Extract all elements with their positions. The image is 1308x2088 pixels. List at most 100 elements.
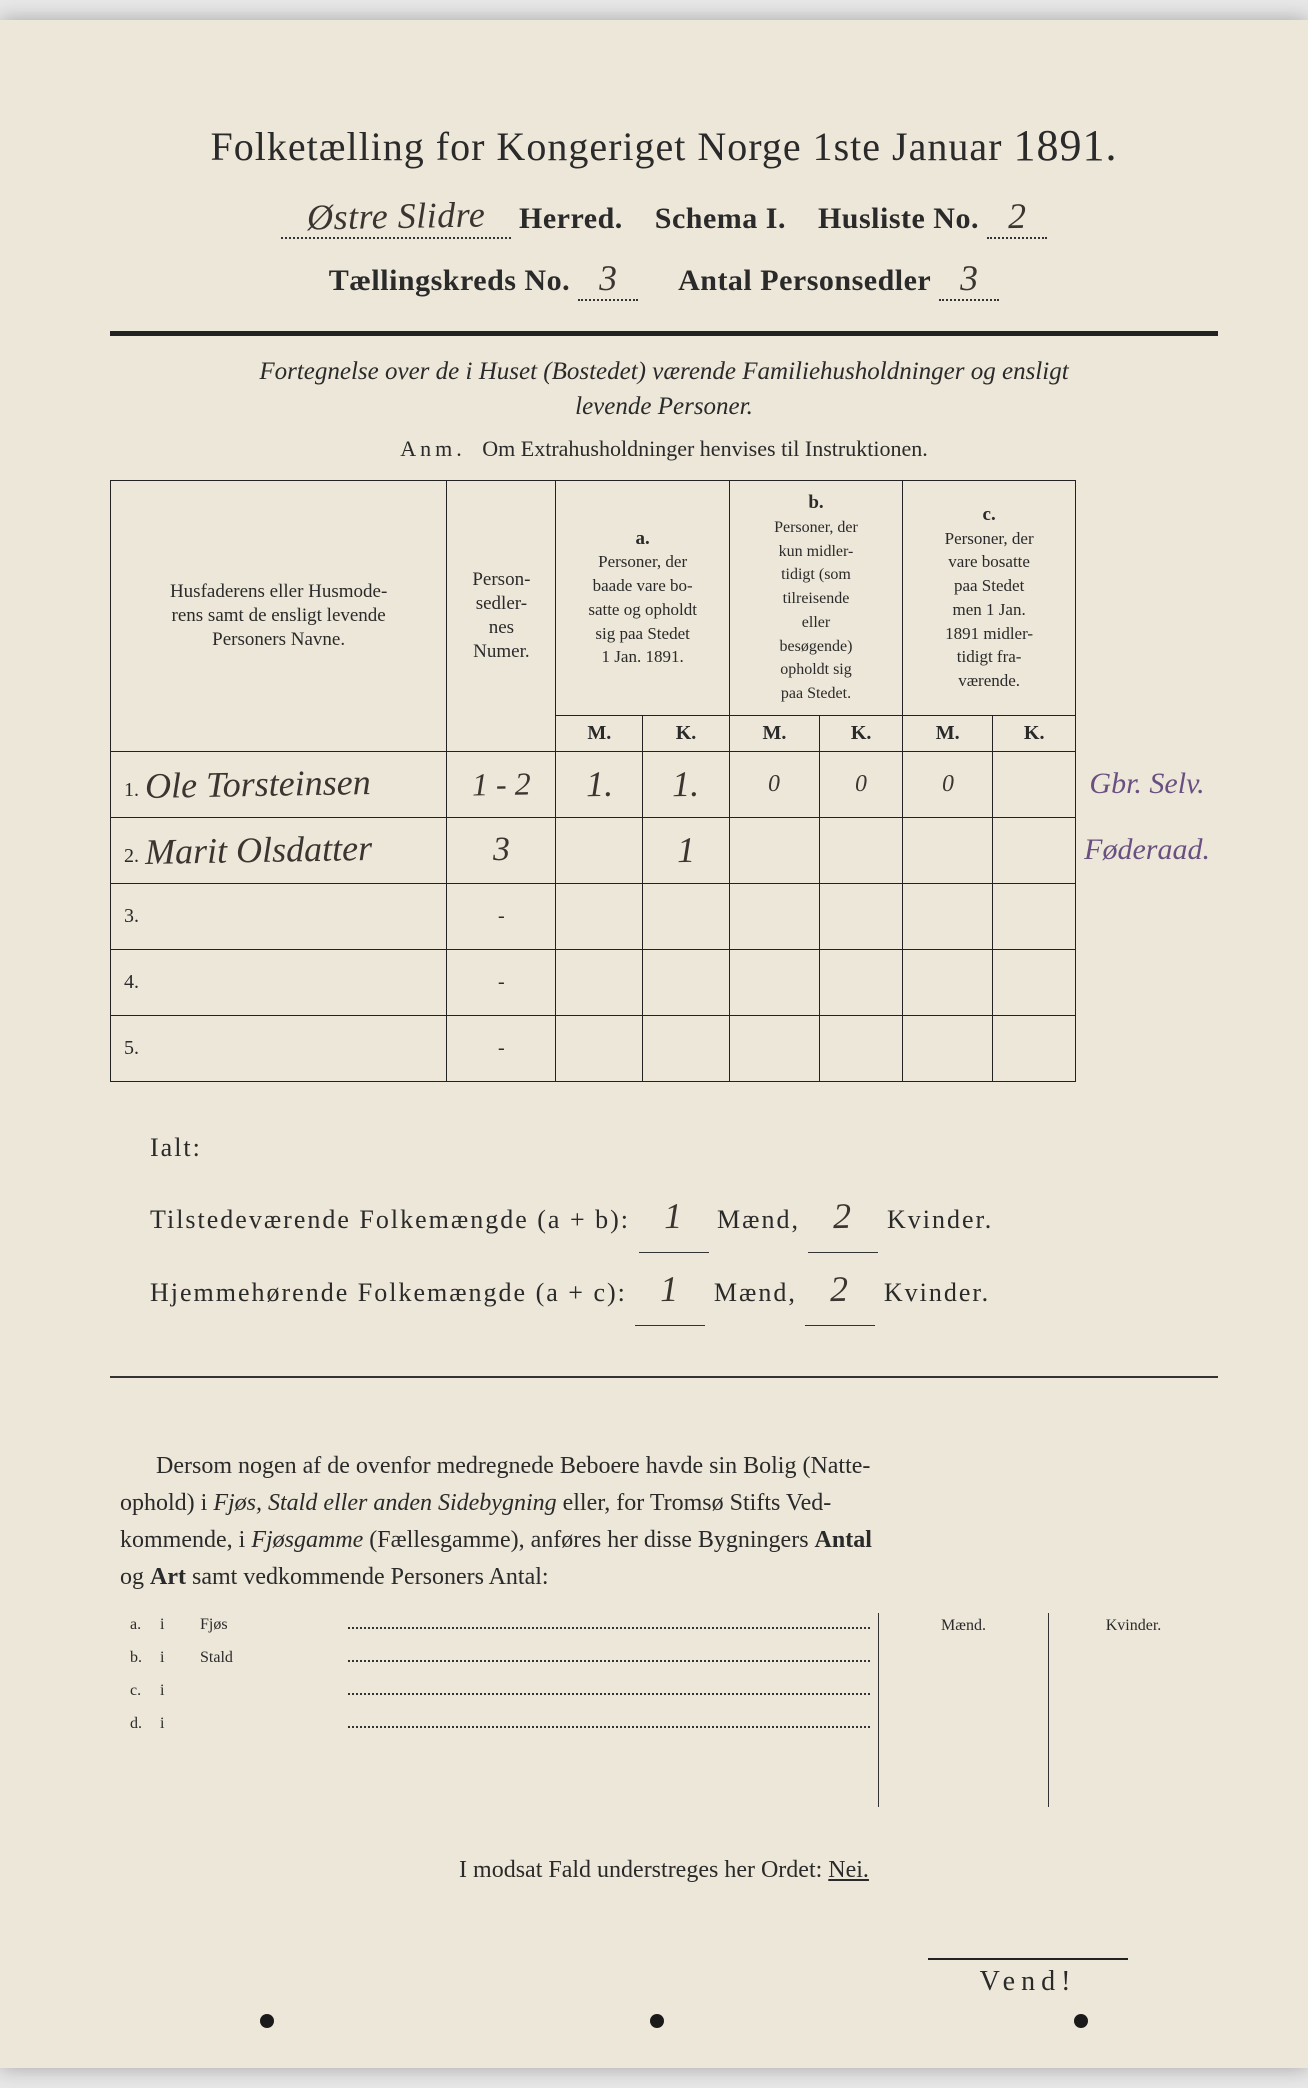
dotted-line bbox=[348, 1613, 870, 1629]
bldg-row: c. i bbox=[110, 1679, 878, 1700]
bldg-i: i bbox=[160, 1649, 200, 1667]
kvinder-label-2: Kvinder. bbox=[884, 1278, 990, 1307]
totals-line-2: Hjemmehørende Folkemængde (a + c): 1 Mæn… bbox=[150, 1253, 1218, 1326]
row-note-hw: Føderaad. bbox=[1084, 833, 1210, 866]
bldg-i: i bbox=[160, 1682, 200, 1700]
bldg-i: i bbox=[160, 1715, 200, 1733]
row-num: 4. bbox=[119, 971, 145, 994]
cell-bM: 0 bbox=[768, 771, 780, 798]
husliste-label: Husliste No. bbox=[818, 202, 979, 235]
cell-bK: 0 bbox=[855, 771, 867, 798]
anm-label: Anm. bbox=[400, 436, 466, 461]
antal-no-hw: 3 bbox=[960, 257, 979, 299]
totals-line-1: Tilstedeværende Folkemængde (a + b): 1 M… bbox=[150, 1180, 1218, 1253]
bldg-row: d. i bbox=[110, 1712, 878, 1733]
anm-text: Om Extrahusholdninger henvises til Instr… bbox=[482, 436, 927, 461]
totals-line2-label: Hjemmehørende Folkemængde (a + c): bbox=[150, 1278, 627, 1307]
anm-line: Anm. Om Extrahusholdninger henvises til … bbox=[110, 436, 1218, 462]
col-c-k: K. bbox=[993, 715, 1076, 751]
census-tbody: 1.Ole Torsteinsen 1 - 2 1. 1. 0 0 0 Gbr.… bbox=[111, 751, 1219, 1081]
nei-line: I modsat Fald understreges her Ordet: Ne… bbox=[110, 1857, 1218, 1884]
col-b-m: M. bbox=[729, 715, 819, 751]
title-text: Folketælling for Kongeriget Norge 1ste J… bbox=[211, 124, 1003, 169]
col-c-label: c. bbox=[983, 504, 996, 525]
bldg-row: a. i Fjøs bbox=[110, 1613, 878, 1634]
antal-label: Antal Personsedler bbox=[678, 264, 931, 297]
census-form-page: Folketælling for Kongeriget Norge 1ste J… bbox=[0, 20, 1308, 2068]
building-section: a. i Fjøs b. i Stald c. i d. i bbox=[110, 1613, 1218, 1807]
col-names-text: Husfaderens eller Husmode- rens samt de … bbox=[170, 581, 387, 650]
punch-hole-icon bbox=[650, 2014, 664, 2028]
punch-hole-icon bbox=[1074, 2014, 1088, 2028]
col-numer-header: Person- sedler- nes Numer. bbox=[447, 481, 556, 752]
totals-block: Ialt: Tilstedeværende Folkemængde (a + b… bbox=[110, 1122, 1218, 1326]
herred-field: Østre Slidre bbox=[281, 195, 511, 239]
table-row: 5. - bbox=[111, 1015, 1219, 1081]
totals-l1-m: 1 bbox=[663, 1180, 684, 1252]
col-c-header: c. Personer, der vare bosatte paa Stedet… bbox=[903, 481, 1076, 716]
row-name-hw: Marit Olsdatter bbox=[145, 827, 373, 873]
intro-line2: levende Personer. bbox=[575, 393, 753, 420]
kreds-no-hw: 3 bbox=[598, 257, 617, 299]
totals-l2-m: 1 bbox=[660, 1253, 681, 1325]
kvinder-label: Kvinder. bbox=[887, 1205, 993, 1234]
dotted-line bbox=[348, 1679, 870, 1695]
col-b-text: Personer, der kun midler- tidigt (som ti… bbox=[774, 519, 858, 702]
bldg-name: Stald bbox=[200, 1649, 340, 1667]
table-row: 1.Ole Torsteinsen 1 - 2 1. 1. 0 0 0 Gbr.… bbox=[111, 751, 1219, 817]
row-numer-hw: - bbox=[498, 971, 505, 993]
totals-l1-k: 2 bbox=[833, 1180, 854, 1252]
col-a-k: K. bbox=[643, 715, 730, 751]
bldg-idx: c. bbox=[110, 1682, 160, 1700]
rule-divider bbox=[110, 331, 1218, 336]
bldg-i: i bbox=[160, 1616, 200, 1634]
col-names-header: Husfaderens eller Husmode- rens samt de … bbox=[111, 481, 447, 752]
table-row: 2.Marit Olsdatter 3 1 Føderaad. bbox=[111, 817, 1219, 883]
col-b-header: b. Personer, der kun midler- tidigt (som… bbox=[729, 481, 902, 716]
row-numer-hw: - bbox=[498, 1037, 505, 1059]
bldg-kvinder-header: Kvinder. bbox=[1048, 1613, 1218, 1639]
husliste-no-hw: 2 bbox=[1007, 195, 1026, 237]
col-b-k: K. bbox=[820, 715, 903, 751]
page-title: Folketælling for Kongeriget Norge 1ste J… bbox=[110, 120, 1218, 171]
col-note-header bbox=[1076, 481, 1218, 752]
bldg-row: b. i Stald bbox=[110, 1646, 878, 1667]
bldg-idx: d. bbox=[110, 1715, 160, 1733]
row-num: 1. bbox=[119, 779, 145, 802]
bldg-idx: a. bbox=[110, 1616, 160, 1634]
col-c-m: M. bbox=[903, 715, 993, 751]
totals-line1-label: Tilstedeværende Folkemængde (a + b): bbox=[150, 1205, 630, 1234]
dotted-line bbox=[348, 1646, 870, 1662]
kreds-no-field: 3 bbox=[578, 257, 638, 301]
col-numer-text: Person- sedler- nes Numer. bbox=[472, 569, 530, 661]
row-num: 3. bbox=[119, 905, 145, 928]
row-num: 2. bbox=[119, 845, 145, 868]
maend-label-2: Mænd, bbox=[714, 1278, 797, 1307]
table-row: 4. - bbox=[111, 949, 1219, 1015]
row-note-hw: Gbr. Selv. bbox=[1089, 767, 1204, 800]
bldg-idx: b. bbox=[110, 1649, 160, 1667]
kreds-label: Tællingskreds No. bbox=[329, 264, 570, 297]
col-a-label: a. bbox=[636, 528, 650, 549]
cell-aM: 1. bbox=[585, 763, 613, 805]
cell-aK: 1. bbox=[672, 763, 700, 805]
husliste-no-field: 2 bbox=[987, 195, 1047, 239]
antal-no-field: 3 bbox=[939, 257, 999, 301]
bldg-mk-columns: Mænd. Kvinder. bbox=[878, 1613, 1218, 1807]
bldg-name: Fjøs bbox=[200, 1616, 340, 1634]
rule-divider-2 bbox=[110, 1376, 1218, 1378]
table-row: 3. - bbox=[111, 883, 1219, 949]
col-b-label: b. bbox=[808, 492, 823, 513]
header-row-2: Tællingskreds No. 3 Antal Personsedler 3 bbox=[110, 257, 1218, 301]
totals-l2-k: 2 bbox=[830, 1253, 851, 1325]
col-a-text: Personer, der baade vare bo- satte og op… bbox=[588, 552, 697, 666]
dotted-line bbox=[348, 1712, 870, 1728]
nei-word: Nei. bbox=[828, 1857, 869, 1883]
maend-label: Mænd, bbox=[717, 1205, 800, 1234]
row-num: 5. bbox=[119, 1037, 145, 1060]
ialt-label: Ialt: bbox=[150, 1122, 1218, 1174]
herred-label: Herred. bbox=[519, 202, 623, 235]
row-numer-hw: 3 bbox=[493, 831, 511, 869]
nei-text: I modsat Fald understreges her Ordet: bbox=[459, 1857, 822, 1883]
intro-text: Fortegnelse over de i Huset (Bostedet) v… bbox=[110, 354, 1218, 424]
